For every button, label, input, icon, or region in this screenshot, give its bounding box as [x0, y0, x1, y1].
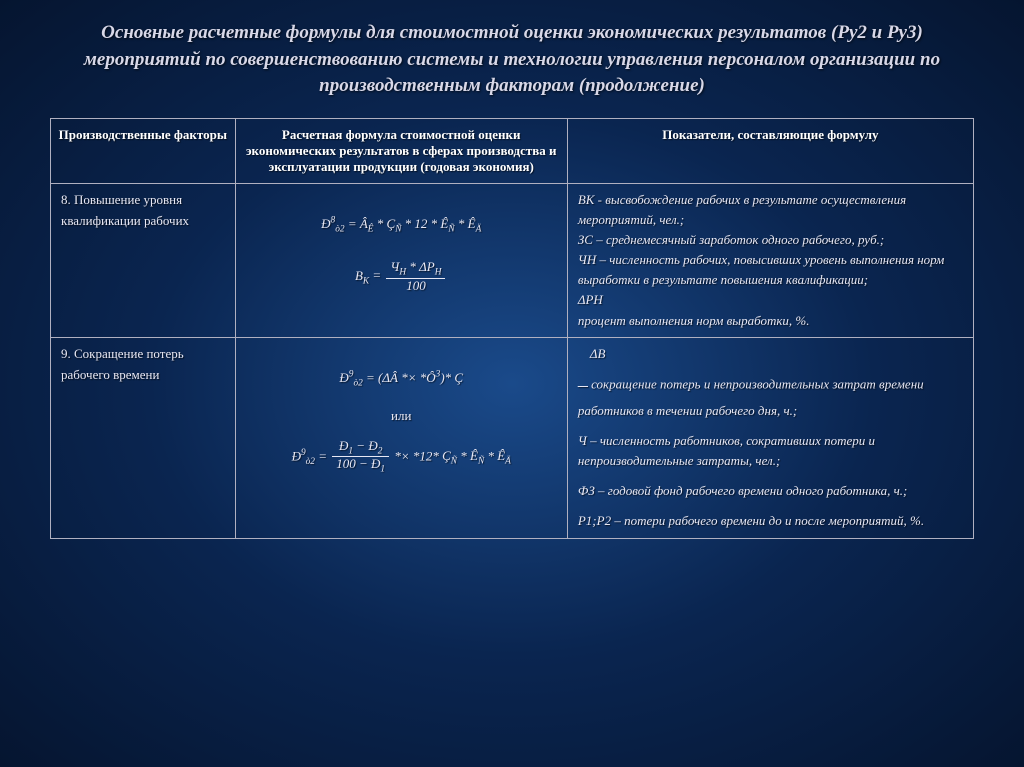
desc-line: ФЗ – годовой фонд рабочего времени одног… — [578, 481, 963, 501]
desc-line: – сокращение потерь и непроизводительных… — [578, 370, 963, 421]
header-factors: Производственные факторы — [51, 118, 236, 183]
formula-table: Производственные факторы Расчетная форму… — [50, 118, 974, 539]
desc-line: ΔВ — [578, 344, 963, 364]
or-label: или — [244, 402, 559, 431]
factor-8: 8. Повышение уровня квалификации рабочих — [51, 183, 236, 337]
formula-8: Đ8ò2 = ÂÊ * ÇÑ * 12 * ÊÑ * ÊÄ ВК = ЧН * … — [235, 183, 567, 337]
slide-title: Основные расчетные формулы для стоимостн… — [50, 20, 974, 100]
header-formula: Расчетная формула стоимостной оценки эко… — [235, 118, 567, 183]
desc-line: ЧН – численность рабочих, повысивших уро… — [578, 250, 963, 290]
header-indicators: Показатели, составляющие формулу — [567, 118, 973, 183]
table-row: 9. Сокращение потерь рабочего времени Đ9… — [51, 337, 974, 538]
table-row: 8. Повышение уровня квалификации рабочих… — [51, 183, 974, 337]
desc-line: Р1;Р2 – потери рабочего времени до и пос… — [578, 511, 963, 531]
desc-line: ЗС – среднемесячный заработок одного раб… — [578, 230, 963, 250]
desc-line: ВК - высвобождение рабочих в результате … — [578, 190, 963, 230]
desc-line: ΔРН — [578, 290, 963, 310]
desc-9: ΔВ – сокращение потерь и непроизводитель… — [567, 337, 973, 538]
desc-line: Ч – численность работников, сокративших … — [578, 431, 963, 471]
desc-8: ВК - высвобождение рабочих в результате … — [567, 183, 973, 337]
desc-line: процент выполнения норм выработки, %. — [578, 311, 963, 331]
formula-9: Đ9ò2 = (ΔÂ *× *Ô3)* Ç или Đ9ò2 = Đ1 − Đ2… — [235, 337, 567, 538]
factor-9: 9. Сокращение потерь рабочего времени — [51, 337, 236, 538]
